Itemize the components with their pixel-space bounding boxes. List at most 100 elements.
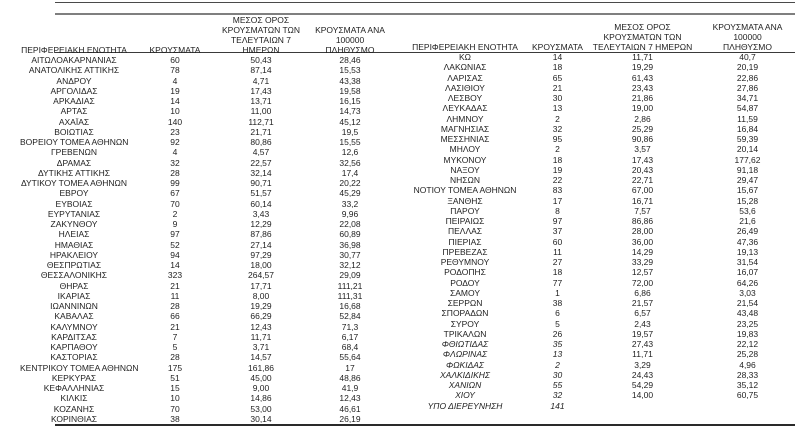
col-header-per100k: ΚΡΟΥΣΜΑΤΑ ΑΝΑ 100000 ΠΛΗΘΥΣΜΟ bbox=[712, 22, 783, 52]
bottom-rule bbox=[55, 424, 795, 426]
cell-avg7: 22,57 bbox=[250, 157, 272, 168]
cell-per100k: 177,62 bbox=[734, 154, 761, 165]
cell-cases: 30 bbox=[552, 93, 563, 103]
table-row: ΦΛΩΡΙΝΑΣ 13 11,71 25,28 bbox=[400, 349, 795, 359]
cell-avg7: 66,29 bbox=[250, 311, 272, 322]
cell-region: ΦΘΙΩΤΙΔΑΣ bbox=[441, 339, 489, 349]
cell-per100k bbox=[700, 401, 795, 411]
table-row: ΝΑΞΟΥ 19 20,43 91,18 bbox=[400, 165, 795, 175]
cell-region: ΒΟΡΕΙΟΥ ΤΟΜΕΑ ΑΘΗΝΩΝ bbox=[20, 137, 129, 147]
cell-avg7: 67,00 bbox=[631, 185, 654, 196]
cell-per100k: 21,6 bbox=[739, 216, 756, 226]
table-row: ΔΥΤΙΚΟΥ ΤΟΜΕΑ ΑΘΗΝΩΝ 99 90,71 20,22 bbox=[20, 178, 400, 188]
table-row: ΛΑΣΙΘΙΟΥ 21 23,43 27,86 bbox=[400, 83, 795, 93]
cell-cases: 15 bbox=[170, 383, 180, 393]
cell-region: ΜΑΓΝΗΣΙΑΣ bbox=[440, 123, 490, 134]
cell-per100k: 60,89 bbox=[339, 229, 361, 240]
cell-per100k: 19,5 bbox=[341, 126, 359, 137]
table-row: ΧΙΟΥ 32 14,00 60,75 bbox=[400, 390, 795, 400]
table-row: ΜΕΣΣΗΝΙΑΣ 95 90,86 59,39 bbox=[400, 134, 795, 144]
table-row: ΕΥΒΟΙΑΣ 70 60,14 33,2 bbox=[20, 199, 400, 209]
cell-per100k: 20,19 bbox=[736, 62, 759, 73]
cell-avg7: 28,00 bbox=[631, 226, 654, 237]
cell-per100k: 15,28 bbox=[736, 195, 759, 206]
cell-cases: 18 bbox=[552, 62, 563, 73]
cell-region: ΣΥΡΟΥ bbox=[450, 318, 480, 329]
cell-avg7: 22,71 bbox=[631, 175, 654, 185]
table-row: ΘΕΣΣΑΛΟΝΙΚΗΣ 323 264,57 29,09 bbox=[20, 270, 400, 280]
cell-region: ΜΥΚΟΝΟΥ bbox=[443, 154, 487, 165]
table-row: ΦΘΙΩΤΙΔΑΣ 35 27,43 22,12 bbox=[400, 339, 795, 349]
cell-cases: 1 bbox=[555, 287, 560, 298]
cell-avg7: 86,86 bbox=[631, 216, 654, 226]
cell-cases: 51 bbox=[170, 372, 180, 383]
cell-per100k: 28,46 bbox=[339, 55, 361, 65]
cell-per100k: 32,12 bbox=[339, 260, 361, 270]
table-row: ΝΟΤΙΟΥ ΤΟΜΕΑ ΑΘΗΝΩΝ 83 67,00 15,67 bbox=[400, 185, 795, 195]
cell-cases: 94 bbox=[170, 249, 180, 260]
cell-avg7: 13,71 bbox=[250, 96, 272, 106]
table-row: ΚΑΛΥΜΝΟΥ 21 12,43 71,3 bbox=[20, 322, 400, 332]
cell-avg7: 161,86 bbox=[248, 362, 274, 373]
cell-cases: 52 bbox=[170, 239, 180, 250]
cell-avg7: 264,57 bbox=[248, 270, 274, 281]
cell-per100k: 12,43 bbox=[339, 393, 361, 404]
cell-cases: 55 bbox=[552, 380, 563, 390]
cell-avg7: 112,71 bbox=[248, 116, 274, 127]
cell-cases: 2 bbox=[172, 208, 178, 219]
table-row: ΥΠΟ ΔΙΕΡΕΥΝΗΣΗ 141 bbox=[400, 401, 795, 411]
cell-region: ΚΙΛΚΙΣ bbox=[60, 393, 88, 404]
cell-per100k: 59,39 bbox=[736, 134, 759, 144]
cell-cases: 23 bbox=[170, 126, 180, 137]
cell-region: ΑΡΚΑΔΙΑΣ bbox=[53, 96, 95, 106]
cell-per100k: 35,12 bbox=[736, 380, 759, 390]
cell-cases: 13 bbox=[552, 103, 563, 114]
cell-cases: 21 bbox=[552, 82, 563, 93]
cell-region: ΣΑΜΟΥ bbox=[449, 287, 480, 298]
cell-per100k: 54,87 bbox=[736, 103, 759, 114]
cell-cases: 4 bbox=[172, 75, 178, 86]
cell-avg7: 27,43 bbox=[631, 339, 654, 349]
cell-region: ΕΥΒΟΙΑΣ bbox=[55, 198, 93, 209]
cell-region: ΚΑΡΔΙΤΣΑΣ bbox=[51, 331, 97, 342]
cell-region: ΣΕΡΡΩΝ bbox=[447, 298, 483, 308]
table-row: ΚΑΣΤΟΡΙΑΣ 28 14,57 55,64 bbox=[20, 352, 400, 362]
cell-avg7: 9,00 bbox=[252, 383, 270, 393]
col-header-per100k: ΚΡΟΥΣΜΑΤΑ ΑΝΑ 100000 ΠΛΗΘΥΣΜΟ bbox=[315, 25, 385, 55]
table-row: ΘΗΡΑΣ 21 17,71 111,21 bbox=[20, 281, 400, 291]
cell-per100k: 14,73 bbox=[339, 106, 361, 117]
cell-per100k: 27,86 bbox=[736, 82, 759, 93]
cell-avg7: 17,71 bbox=[250, 280, 272, 291]
cell-region: ΖΑΚΥΝΘΟΥ bbox=[50, 219, 98, 229]
cell-cases: 323 bbox=[167, 270, 183, 281]
cell-per100k: 22,86 bbox=[736, 72, 759, 83]
cell-region: ΛΑΡΙΣΑΣ bbox=[447, 72, 483, 83]
table-row: ΑΡΓΟΛΙΔΑΣ 19 17,43 19,58 bbox=[20, 86, 400, 96]
table-row: ΚΑΒΑΛΑΣ 66 66,29 52,84 bbox=[20, 311, 400, 321]
cell-cases: 26 bbox=[552, 328, 563, 339]
table-row: ΑΝΑΤΟΛΙΚΗΣ ΑΤΤΙΚΗΣ 78 87,14 15,53 bbox=[20, 65, 400, 75]
cell-cases: 2 bbox=[555, 144, 560, 155]
cell-avg7: 14,29 bbox=[631, 246, 654, 257]
cell-per100k: 19,83 bbox=[736, 328, 759, 339]
cell-cases: 22 bbox=[552, 175, 563, 185]
cell-region: ΕΒΡΟΥ bbox=[59, 188, 89, 199]
table-row: ΗΡΑΚΛΕΙΟΥ 94 97,29 30,77 bbox=[20, 250, 400, 260]
cell-region: ΑΝΔΡΟΥ bbox=[56, 75, 92, 86]
cell-cases: 27 bbox=[552, 257, 563, 267]
table-row: ΜΑΓΝΗΣΙΑΣ 32 25,29 16,84 bbox=[400, 124, 795, 134]
cell-per100k: 40,7 bbox=[739, 52, 756, 62]
cell-per100k: 19,13 bbox=[736, 246, 759, 257]
cell-cases: 21 bbox=[170, 280, 180, 291]
cell-cases: 11 bbox=[170, 290, 180, 301]
cell-region: ΜΕΣΣΗΝΙΑΣ bbox=[440, 134, 490, 144]
cell-region: ΤΡΙΚΑΛΩΝ bbox=[443, 328, 487, 339]
cell-region: ΦΩΚΙΔΑΣ bbox=[445, 359, 485, 370]
cell-avg7: 14,57 bbox=[250, 352, 272, 363]
cell-cases: 18 bbox=[552, 154, 563, 165]
cell-per100k: 17 bbox=[345, 362, 355, 373]
cell-avg7: 3,43 bbox=[252, 208, 270, 219]
cell-per100k: 45,12 bbox=[339, 116, 361, 127]
cell-region: ΑΡΓΟΛΙΔΑΣ bbox=[50, 85, 98, 96]
cell-per100k: 16,15 bbox=[339, 96, 361, 106]
